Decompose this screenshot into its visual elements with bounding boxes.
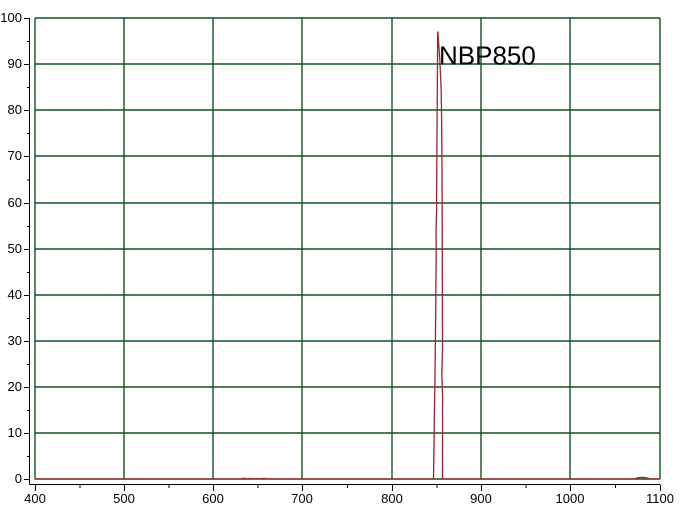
svg-text:Wavelength (nm) Spectrum: Wavelength (nm) Spectrum <box>274 0 407 1</box>
svg-text:60: 60 <box>8 195 22 210</box>
svg-text:1000: 1000 <box>556 491 585 506</box>
svg-text:70: 70 <box>8 148 22 163</box>
svg-text:10: 10 <box>8 425 22 440</box>
svg-text:30: 30 <box>8 333 22 348</box>
svg-text:90: 90 <box>8 56 22 71</box>
svg-text:100: 100 <box>0 10 22 25</box>
svg-text:0: 0 <box>15 471 22 486</box>
svg-text:80: 80 <box>8 102 22 117</box>
svg-text:NBP850: NBP850 <box>439 40 536 70</box>
svg-text:1100: 1100 <box>646 491 674 506</box>
svg-text:400: 400 <box>24 491 46 506</box>
svg-text:50: 50 <box>8 241 22 256</box>
svg-text:40: 40 <box>8 287 22 302</box>
svg-text:700: 700 <box>291 491 313 506</box>
svg-text:800: 800 <box>381 491 403 506</box>
svg-text:900: 900 <box>470 491 492 506</box>
svg-text:500: 500 <box>113 491 135 506</box>
svg-text:20: 20 <box>8 379 22 394</box>
svg-text:600: 600 <box>202 491 224 506</box>
